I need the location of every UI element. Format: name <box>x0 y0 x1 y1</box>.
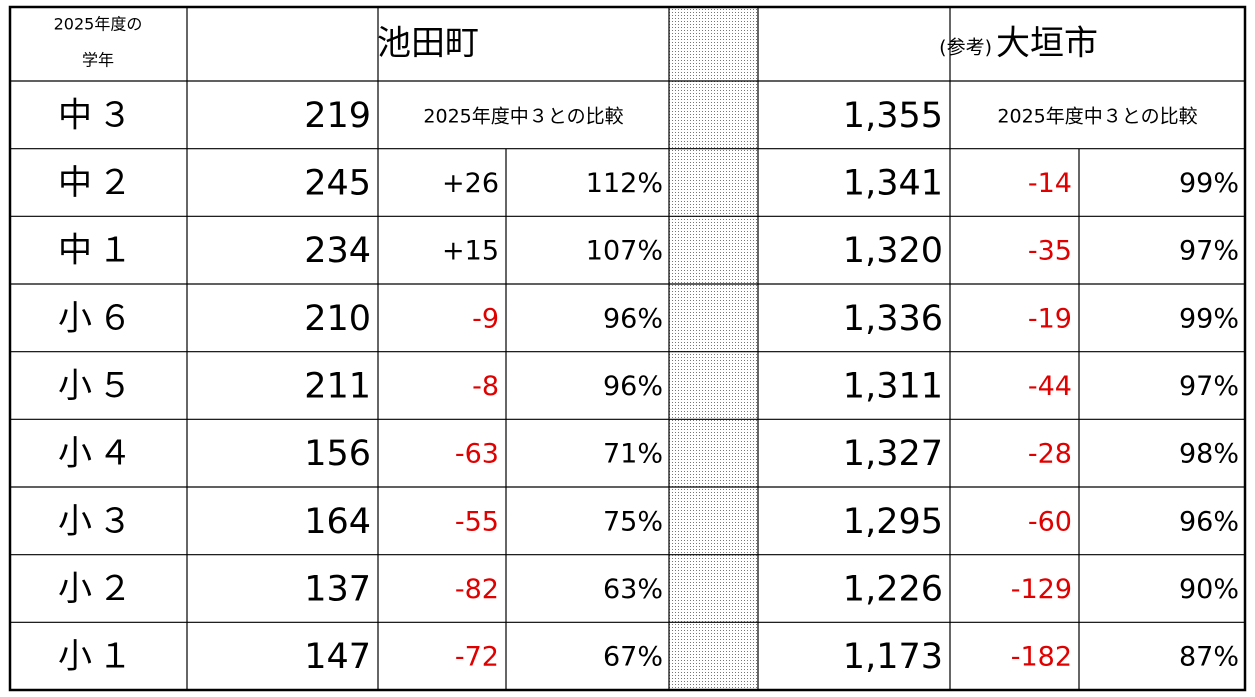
grade-cell: 小６ <box>58 298 138 338</box>
count-cell: 1,311 <box>843 367 943 407</box>
diff-cell: -82 <box>455 574 499 605</box>
ratio-cell: 98% <box>1179 439 1239 470</box>
grade-cell: 中２ <box>58 163 138 203</box>
ratio-cell: 112% <box>586 168 663 199</box>
diff-cell: -19 <box>1028 303 1072 334</box>
count-cell: 147 <box>304 637 371 677</box>
count-cell: 1,295 <box>843 502 943 542</box>
town-header: 池田町 <box>377 24 479 64</box>
city-note: (参考) <box>939 37 992 59</box>
count-cell: 1,355 <box>843 96 943 136</box>
diff-cell: -182 <box>1011 642 1072 673</box>
diff-cell: -8 <box>472 371 499 402</box>
count-cell: 1,341 <box>843 164 943 204</box>
ratio-cell: 97% <box>1179 371 1239 402</box>
table-background <box>10 7 1245 690</box>
spacer-column <box>669 7 758 690</box>
count-cell: 210 <box>304 299 371 339</box>
count-cell: 137 <box>304 570 371 610</box>
diff-cell: -14 <box>1028 168 1072 199</box>
count-cell: 211 <box>304 367 371 407</box>
table-border <box>8 5 1247 692</box>
diff-cell: -9 <box>472 303 499 334</box>
count-cell: 1,173 <box>843 637 943 677</box>
grade-cell: 小３ <box>58 501 138 541</box>
count-cell: 1,226 <box>843 570 943 610</box>
diff-cell: -35 <box>1028 236 1072 267</box>
ratio-cell: 67% <box>603 642 663 673</box>
grade-cell: 小４ <box>58 434 138 474</box>
diff-cell: +15 <box>442 236 499 267</box>
ratio-cell: 71% <box>603 439 663 470</box>
count-cell: 1,327 <box>843 434 943 474</box>
grade-header: 2025年度の <box>54 15 143 34</box>
count-cell: 234 <box>304 231 371 271</box>
grade-cell: 小１ <box>58 637 138 677</box>
diff-cell: -44 <box>1028 371 1072 402</box>
ratio-cell: 63% <box>603 574 663 605</box>
diff-cell: -60 <box>1028 506 1072 537</box>
ratio-cell: 90% <box>1179 574 1239 605</box>
count-cell: 1,320 <box>843 231 943 271</box>
ratio-cell: 96% <box>603 303 663 334</box>
city-header: 大垣市 <box>996 24 1098 64</box>
count-cell: 164 <box>304 502 371 542</box>
ratio-cell: 99% <box>1179 303 1239 334</box>
compare-label: 2025年度中３との比較 <box>423 105 623 127</box>
diff-cell: -63 <box>455 439 499 470</box>
diff-cell: -28 <box>1028 439 1072 470</box>
ratio-cell: 75% <box>603 506 663 537</box>
diff-cell: -72 <box>455 642 499 673</box>
ratio-cell: 96% <box>603 371 663 402</box>
diff-cell: -129 <box>1011 574 1072 605</box>
count-cell: 219 <box>304 96 371 136</box>
grade-cell: 中１ <box>58 231 138 271</box>
ratio-cell: 97% <box>1179 236 1239 267</box>
diff-cell: -55 <box>455 506 499 537</box>
ratio-cell: 96% <box>1179 506 1239 537</box>
count-cell: 245 <box>304 164 371 204</box>
compare-label: 2025年度中３との比較 <box>997 105 1197 127</box>
ratio-cell: 99% <box>1179 168 1239 199</box>
ratio-cell: 87% <box>1179 642 1239 673</box>
count-cell: 1,336 <box>843 299 943 339</box>
ratio-cell: 107% <box>586 236 663 267</box>
diff-cell: +26 <box>442 168 499 199</box>
grade-cell: 小５ <box>58 366 138 406</box>
count-cell: 156 <box>304 434 371 474</box>
grade-header: 学年 <box>82 51 114 70</box>
grade-cell: 中３ <box>58 95 138 135</box>
grade-cell: 小２ <box>58 569 138 609</box>
